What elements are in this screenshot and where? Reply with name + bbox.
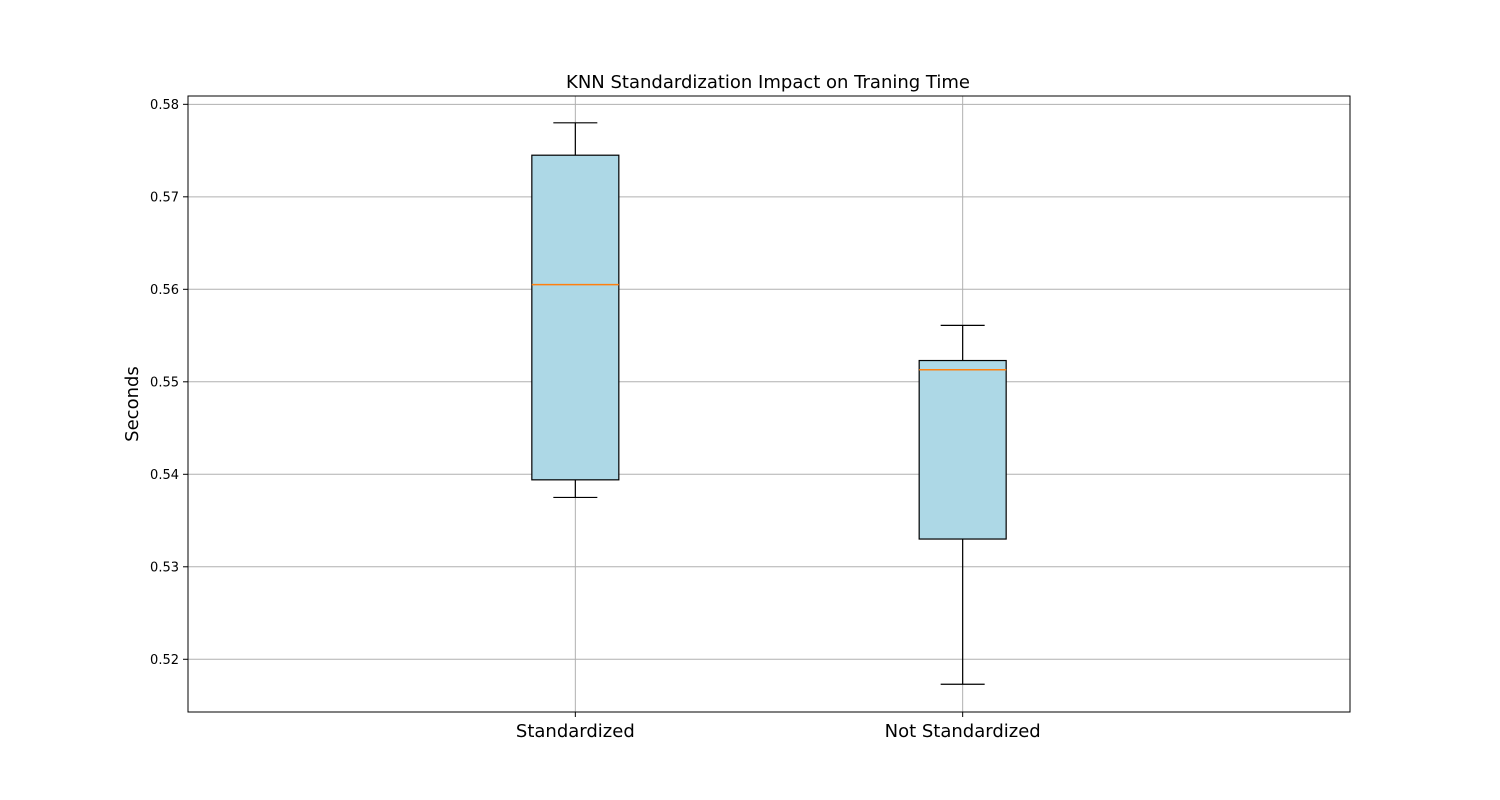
grid — [188, 96, 1350, 712]
y-tick-label: 0.55 — [150, 375, 179, 390]
iqr-box — [918, 359, 1007, 540]
plot-frame — [187, 95, 1351, 713]
chart-title: KNN Standardization Impact on Traning Ti… — [566, 72, 970, 93]
x-tick-label: Not Standardized — [885, 721, 1041, 742]
box-not-standardized — [918, 324, 1007, 685]
boxes — [531, 122, 1007, 685]
y-tick-label: 0.54 — [150, 468, 179, 483]
box-standardized — [531, 122, 620, 499]
y-tick-label: 0.56 — [150, 283, 179, 298]
ticks: 0.52 0.53 0.54 0.55 0.56 0.57 0.58 Standardized… — [150, 98, 1041, 742]
y-axis-label: Seconds — [122, 366, 143, 442]
iqr-box — [531, 154, 620, 481]
y-tick-label: 0.53 — [150, 560, 179, 575]
y-tick-label: 0.57 — [150, 190, 179, 205]
y-tick-label: 0.52 — [150, 653, 179, 668]
x-tick-label: Standardized — [516, 721, 635, 742]
y-tick-label: 0.58 — [150, 98, 179, 113]
